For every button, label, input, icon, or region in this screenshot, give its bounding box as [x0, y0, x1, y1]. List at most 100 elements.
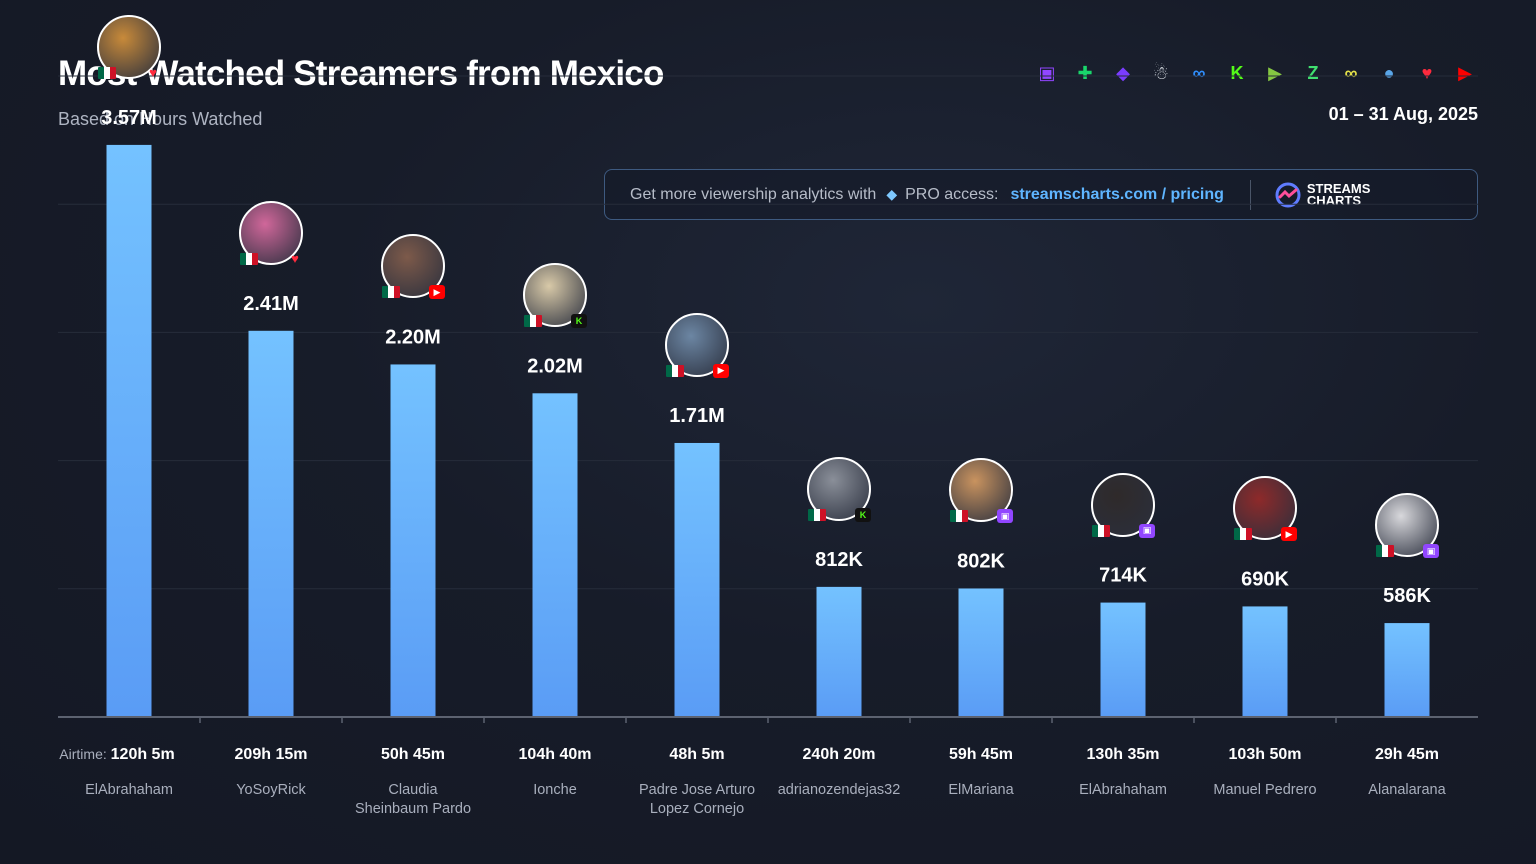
- mexico-flag-icon: [98, 66, 116, 79]
- mexico-flag-icon: [1376, 545, 1394, 558]
- value-label: 586K: [1383, 585, 1431, 607]
- platform-icons: ▣ ✚ ◆ ☃ ∞ K ▶ Z ∞ ● ♥ ▶: [1032, 58, 1480, 88]
- bar: [248, 330, 294, 717]
- value-label: 2.20M: [385, 326, 441, 348]
- streamer-avatar[interactable]: ▶: [1233, 476, 1297, 542]
- category-label: Claudia: [388, 782, 438, 798]
- bar: [390, 364, 436, 717]
- mexico-flag-icon: [950, 510, 968, 523]
- heart-icon: ♥: [291, 251, 299, 267]
- brand-text: STREAMS CHARTS: [1306, 180, 1371, 208]
- airtime-value: 104h 40m: [519, 746, 592, 763]
- youtube-icon: ▶: [429, 285, 445, 300]
- category-label: YoSoyRick: [236, 782, 306, 798]
- twitch-icon: ▣: [1038, 62, 1056, 83]
- diamond-icon: ◆: [886, 186, 898, 202]
- airtime-value: 48h 5m: [669, 746, 724, 763]
- chart-x-axis: [58, 716, 1478, 723]
- twitch-icon: ▣: [1423, 544, 1439, 559]
- bar: [958, 588, 1004, 717]
- streamer-avatar[interactable]: K: [807, 456, 871, 522]
- trovo-icon: ✚: [1077, 62, 1093, 83]
- value-label: 2.02M: [527, 355, 583, 377]
- mexico-flag-icon: [808, 508, 826, 521]
- mexico-flag-icon: [666, 364, 684, 377]
- chart-title: Most Watched Streamers from Mexico: [58, 54, 664, 93]
- streamer-avatar[interactable]: ♥: [97, 14, 161, 81]
- zing-icon: Z: [1307, 62, 1319, 83]
- heart-icon: ♥: [1421, 62, 1433, 83]
- value-label: 714K: [1099, 565, 1147, 587]
- youtube-icon: ▶: [1458, 62, 1472, 83]
- value-label: 690K: [1241, 568, 1289, 590]
- chart-subtitle: Based on Hours Watched: [58, 109, 263, 129]
- infinity-icon: ∞: [1192, 62, 1206, 83]
- date-range: 01 – 31 Aug, 2025: [1328, 104, 1478, 124]
- chart-grid: [58, 75, 1478, 590]
- bar: [106, 144, 152, 718]
- category-label: Manuel Pedrero: [1213, 782, 1316, 798]
- airtime-value: 50h 45m: [381, 746, 445, 763]
- value-label: 1.71M: [669, 405, 725, 427]
- kick-icon: K: [855, 507, 871, 522]
- category-label: adrianozendejas32: [778, 782, 901, 798]
- twitch-icon: ▣: [997, 509, 1013, 524]
- airtime-value: 240h 20m: [803, 746, 876, 763]
- vk-play-icon: ◆: [1116, 62, 1130, 83]
- streamer-avatar[interactable]: K: [523, 263, 587, 329]
- streamer-avatar[interactable]: ▣: [1375, 493, 1439, 559]
- twitch-icon: ▣: [1139, 523, 1155, 538]
- value-label: 2.41M: [243, 293, 299, 315]
- rumble-icon: ▶: [1268, 62, 1282, 83]
- airtime-value: 130h 35m: [1087, 746, 1160, 763]
- airtime-value: 209h 15m: [235, 746, 308, 763]
- category-label: ElMariana: [948, 782, 1014, 798]
- category-label: Alanalarana: [1368, 782, 1446, 798]
- mascot-icon: ☃: [1152, 62, 1170, 83]
- youtube-icon: ▶: [1281, 527, 1297, 542]
- promo-text: Get more viewership analytics with: [630, 185, 877, 203]
- loop-icon: ∞: [1344, 62, 1358, 83]
- category-label: Ionche: [533, 782, 577, 798]
- streamer-avatar[interactable]: ▶: [381, 234, 445, 300]
- streamer-avatar[interactable]: ▣: [949, 458, 1013, 524]
- mexico-flag-icon: [524, 315, 542, 328]
- bar: [532, 393, 578, 717]
- bar: [674, 442, 720, 717]
- streams-charts-logo[interactable]: STREAMS CHARTS: [1275, 180, 1371, 208]
- category-label: Padre Jose Arturo: [639, 782, 755, 798]
- promo-banner[interactable]: Get more viewership analytics with ◆ PRO…: [604, 169, 1478, 220]
- streamer-avatar[interactable]: ▶: [665, 312, 729, 378]
- kick-icon: K: [571, 314, 587, 329]
- bar: [1242, 606, 1288, 717]
- heart-icon: ♥: [149, 65, 157, 81]
- mexico-flag-icon: [1234, 528, 1252, 541]
- airtime-label: Airtime:: [59, 746, 110, 762]
- chart-bars: [106, 144, 1430, 718]
- airtime-value: 120h 5m: [111, 746, 175, 763]
- streams-charts-logo-icon: [1275, 182, 1301, 207]
- bar: [816, 586, 862, 717]
- category-label: ElAbrahaham: [1079, 782, 1167, 798]
- value-label: 802K: [957, 550, 1005, 572]
- kick-icon: K: [1230, 62, 1244, 83]
- brand-line2: CHARTS: [1306, 192, 1362, 208]
- airtime-value: 29h 45m: [1375, 746, 1439, 763]
- youtube-icon: ▶: [713, 363, 729, 378]
- airtime-value: 103h 50m: [1229, 746, 1302, 763]
- category-label: Sheinbaum Pardo: [355, 801, 471, 817]
- mexico-flag-icon: [1092, 524, 1110, 537]
- streamer-avatar[interactable]: ♥: [239, 200, 303, 267]
- bar: [1384, 623, 1430, 717]
- brand-line1: STREAMS: [1306, 180, 1371, 196]
- category-label: ElAbrahaham: [85, 782, 173, 798]
- chart-labels: 3.57M Airtime: 120h 5m ElAbrahaham 2.41M 209…: [59, 107, 1446, 817]
- steam-icon: ●: [1383, 62, 1395, 83]
- airtime-value: 59h 45m: [949, 746, 1013, 763]
- streamer-avatar[interactable]: ▣: [1091, 472, 1155, 538]
- value-label: 812K: [815, 549, 863, 571]
- bar: [1100, 602, 1146, 717]
- mexico-flag-icon: [382, 286, 400, 299]
- pricing-link[interactable]: streamscharts.com / pricing: [1010, 185, 1224, 203]
